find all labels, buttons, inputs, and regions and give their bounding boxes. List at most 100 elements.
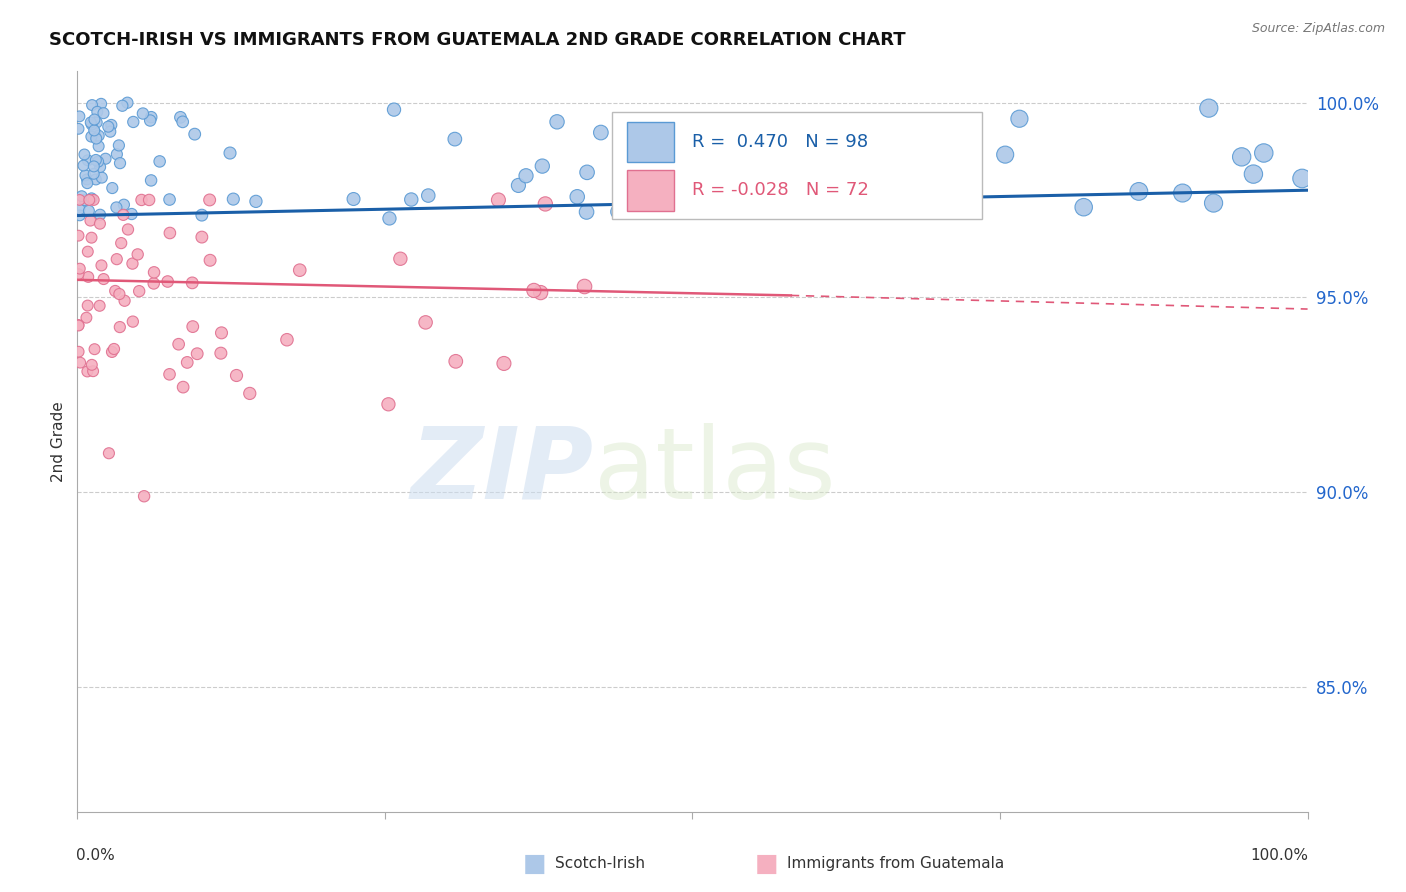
Point bbox=[759, 181, 782, 195]
Point bbox=[69, 356, 91, 370]
Point bbox=[80, 98, 103, 112]
Point bbox=[181, 276, 204, 290]
FancyBboxPatch shape bbox=[613, 112, 981, 219]
Point bbox=[80, 129, 103, 144]
Point bbox=[149, 154, 172, 169]
Point bbox=[183, 127, 205, 141]
Point bbox=[110, 236, 132, 251]
Point bbox=[530, 285, 553, 300]
Point bbox=[89, 208, 111, 222]
Point bbox=[377, 397, 399, 411]
Point bbox=[83, 112, 105, 127]
Point bbox=[77, 269, 100, 284]
Point bbox=[1198, 101, 1220, 115]
Point bbox=[1253, 146, 1275, 161]
Point bbox=[121, 257, 143, 271]
Point bbox=[342, 192, 364, 206]
Point bbox=[418, 188, 440, 202]
Point bbox=[1202, 196, 1225, 211]
Point bbox=[76, 176, 98, 190]
Point bbox=[1241, 167, 1264, 181]
Point bbox=[86, 115, 108, 129]
Point bbox=[803, 187, 825, 202]
Point bbox=[443, 132, 465, 146]
Point bbox=[763, 156, 786, 170]
Point bbox=[576, 165, 599, 179]
Point bbox=[647, 176, 669, 190]
Point bbox=[239, 386, 262, 401]
Point bbox=[122, 115, 145, 129]
Point bbox=[531, 159, 554, 173]
Point bbox=[132, 106, 155, 120]
Point bbox=[75, 310, 97, 325]
Point bbox=[186, 347, 208, 361]
Point bbox=[111, 99, 134, 113]
Point bbox=[181, 319, 204, 334]
Point bbox=[87, 154, 110, 169]
Text: ■: ■ bbox=[523, 852, 546, 875]
Point bbox=[121, 315, 143, 329]
Point bbox=[67, 228, 90, 243]
Point bbox=[219, 146, 242, 161]
Point bbox=[75, 169, 97, 183]
Text: SCOTCH-IRISH VS IMMIGRANTS FROM GUATEMALA 2ND GRADE CORRELATION CHART: SCOTCH-IRISH VS IMMIGRANTS FROM GUATEMAL… bbox=[49, 31, 905, 49]
Point bbox=[70, 189, 93, 203]
Point bbox=[93, 106, 115, 120]
Point bbox=[1128, 185, 1150, 199]
Point bbox=[172, 115, 194, 129]
Point bbox=[176, 355, 198, 369]
Point bbox=[84, 126, 107, 140]
Text: ZIP: ZIP bbox=[411, 423, 595, 520]
Point bbox=[80, 230, 103, 244]
Point bbox=[79, 193, 101, 207]
Text: R =  0.470   N = 98: R = 0.470 N = 98 bbox=[693, 133, 869, 151]
Text: 100.0%: 100.0% bbox=[1251, 847, 1309, 863]
Y-axis label: 2nd Grade: 2nd Grade bbox=[51, 401, 66, 482]
Point bbox=[83, 193, 105, 207]
Point bbox=[515, 169, 537, 183]
Point bbox=[589, 126, 612, 140]
Text: ■: ■ bbox=[755, 852, 778, 875]
Point bbox=[492, 356, 515, 370]
Point bbox=[117, 95, 139, 110]
Point bbox=[73, 147, 96, 161]
Point bbox=[127, 247, 149, 261]
Point bbox=[288, 263, 311, 277]
Point bbox=[156, 275, 179, 289]
Point bbox=[104, 284, 127, 298]
Point bbox=[72, 159, 94, 173]
Point bbox=[89, 160, 111, 174]
Point bbox=[121, 207, 143, 221]
Point bbox=[131, 193, 153, 207]
Text: R = -0.028   N = 72: R = -0.028 N = 72 bbox=[693, 181, 869, 199]
Point bbox=[159, 193, 181, 207]
Point bbox=[89, 217, 111, 231]
Point bbox=[378, 211, 401, 226]
Bar bbox=[627, 169, 673, 211]
Point bbox=[87, 128, 110, 143]
Point bbox=[80, 358, 103, 372]
Point bbox=[69, 202, 91, 217]
Point bbox=[1230, 150, 1253, 164]
Point bbox=[98, 125, 121, 139]
Point bbox=[945, 129, 967, 144]
Point bbox=[108, 287, 131, 301]
Point bbox=[142, 277, 165, 291]
Point bbox=[169, 111, 191, 125]
Point bbox=[138, 193, 160, 207]
Point bbox=[108, 156, 131, 170]
Point bbox=[76, 299, 98, 313]
Point bbox=[1171, 186, 1194, 200]
Point bbox=[486, 193, 509, 207]
Text: atlas: atlas bbox=[595, 423, 835, 520]
Point bbox=[191, 230, 214, 244]
Point bbox=[76, 153, 98, 168]
Point bbox=[83, 160, 105, 174]
Point bbox=[1073, 200, 1095, 214]
Point bbox=[67, 121, 90, 136]
Point bbox=[415, 315, 437, 329]
Point bbox=[103, 342, 125, 356]
Point bbox=[83, 342, 105, 356]
Point bbox=[211, 326, 233, 340]
Point bbox=[105, 201, 128, 215]
